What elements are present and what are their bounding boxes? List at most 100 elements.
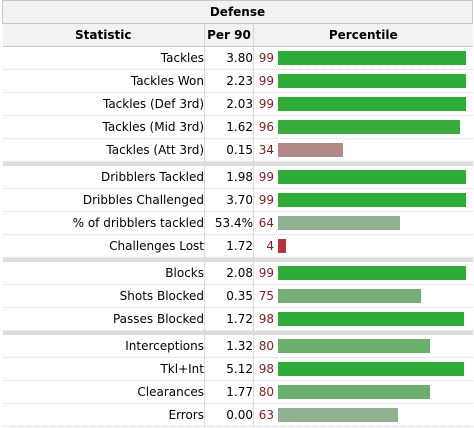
per90-value: 1.32 [204,334,254,358]
percentile-value: 34 [258,143,274,157]
table-body: Tackles 3.80 99 Tackles Won 2.23 99 Tackles (D… [2,46,473,427]
per90-value: 5.12 [204,357,254,381]
stat-name: Clearances [2,380,205,404]
percentile-cell: 80 [253,380,473,404]
percentile-cell: 96 [253,115,473,139]
per90-value: 2.03 [204,92,254,116]
percentile-value: 63 [258,408,274,422]
table-row: Clearances 1.77 80 [2,380,473,404]
percentile-cell: 99 [253,165,473,189]
percentile-value: 99 [258,97,274,111]
percentile-value: 4 [266,239,274,253]
percentile-value: 75 [258,289,274,303]
stat-name: Blocks [2,261,205,285]
percentile-bar [278,193,466,207]
table-row: Tackles (Att 3rd) 0.15 34 [2,138,473,162]
per90-value: 1.62 [204,115,254,139]
table-row: Challenges Lost 1.72 4 [2,234,473,258]
header-statistic[interactable]: Statistic [2,23,205,47]
stat-name: Tackles Won [2,69,205,93]
percentile-cell: 4 [253,234,473,258]
table-row: Dribbles Challenged 3.70 99 [2,188,473,212]
table-row: Dribblers Tackled 1.98 99 [2,165,473,189]
percentile-value: 98 [258,312,274,326]
per90-value: 1.98 [204,165,254,189]
percentile-bar [278,74,466,88]
percentile-bar [278,239,286,253]
percentile-bar [278,51,466,65]
percentile-bar [278,362,464,376]
table-row: Tkl+Int 5.12 98 [2,357,473,381]
percentile-bar [278,385,430,399]
table-row: Shots Blocked 0.35 75 [2,284,473,308]
percentile-value: 99 [258,51,274,65]
table-title: Defense [2,0,473,24]
per90-value: 1.72 [204,307,254,331]
table-row: Tackles Won 2.23 99 [2,69,473,93]
stat-name: Tackles (Att 3rd) [2,138,205,162]
percentile-bar [278,216,400,230]
stat-name: Dribbles Challenged [2,188,205,212]
stat-name: Tackles (Mid 3rd) [2,115,205,139]
percentile-cell: 99 [253,261,473,285]
percentile-bar [278,169,466,184]
stat-name: Tackles [2,46,205,70]
table-row: Blocks 2.08 99 [2,261,473,285]
separator-cell [2,257,473,262]
percentile-value: 99 [258,169,274,184]
group-separator [2,257,473,262]
percentile-cell: 34 [253,138,473,162]
per90-value: 0.15 [204,138,254,162]
stat-name: Dribblers Tackled [2,165,205,189]
percentile-bar [278,408,398,422]
stat-name: Errors [2,403,205,427]
separator-cell [2,161,473,166]
percentile-value: 80 [258,385,274,399]
percentile-value: 99 [258,265,274,280]
percentile-bar [278,338,430,353]
percentile-value: 99 [258,193,274,207]
per90-value: 2.08 [204,261,254,285]
percentile-cell: 98 [253,357,473,381]
stat-name: Tkl+Int [2,357,205,381]
separator-cell [2,330,473,335]
table-row: Interceptions 1.32 80 [2,334,473,358]
percentile-cell: 80 [253,334,473,358]
header-per90[interactable]: Per 90 [204,23,254,47]
percentile-bar [278,265,466,280]
table-row: Tackles 3.80 99 [2,46,473,70]
percentile-cell: 75 [253,284,473,308]
per90-value: 0.00 [204,403,254,427]
percentile-cell: 64 [253,211,473,235]
percentile-cell: 99 [253,69,473,93]
percentile-bar [278,120,460,134]
percentile-cell: 99 [253,46,473,70]
per90-value: 2.23 [204,69,254,93]
header-percentile[interactable]: Percentile [253,23,473,47]
stat-name: % of dribblers tackled [2,211,205,235]
percentile-value: 96 [258,120,274,134]
per90-value: 3.70 [204,188,254,212]
per90-value: 1.72 [204,234,254,258]
stat-name: Shots Blocked [2,284,205,308]
table-row: Tackles (Def 3rd) 2.03 99 [2,92,473,116]
stat-name: Interceptions [2,334,205,358]
per90-value: 3.80 [204,46,254,70]
percentile-bar [278,289,421,303]
percentile-cell: 99 [253,92,473,116]
stat-name: Tackles (Def 3rd) [2,92,205,116]
per90-value: 53.4% [204,211,254,235]
percentile-bar [278,312,464,326]
percentile-bar [278,143,343,157]
percentile-value: 64 [258,216,274,230]
stat-name: Passes Blocked [2,307,205,331]
per90-value: 1.77 [204,380,254,404]
percentile-bar [278,97,466,111]
percentile-cell: 98 [253,307,473,331]
table-row: Tackles (Mid 3rd) 1.62 96 [2,115,473,139]
table-row: % of dribblers tackled 53.4% 64 [2,211,473,235]
percentile-value: 80 [258,338,274,353]
per90-value: 0.35 [204,284,254,308]
table-row: Passes Blocked 1.72 98 [2,307,473,331]
